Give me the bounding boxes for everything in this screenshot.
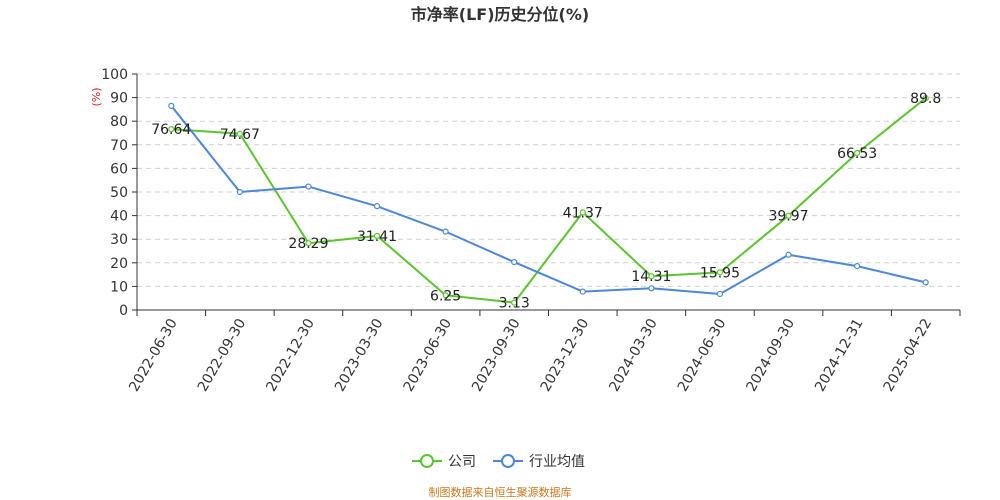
data-point-industry	[305, 183, 312, 190]
data-point-industry	[236, 188, 243, 196]
data-label-company: 76.64	[151, 122, 191, 138]
data-point-company	[854, 149, 861, 157]
data-point-industry	[579, 288, 586, 295]
data-point-company	[785, 212, 792, 219]
legend-company-label: 公司	[448, 454, 476, 470]
legend-industry-label: 行业均值	[529, 454, 585, 470]
data-point-industry	[373, 203, 381, 210]
data-label-company: 6.25	[430, 288, 461, 304]
data-labels: 76.64 74.67 28.29 31.41 6.25 3.13 41.37 14.31 15…	[151, 91, 941, 312]
data-label-company: 15.95	[700, 265, 740, 281]
data-point-industry	[511, 258, 518, 266]
y-axis-unit-label: (%)	[90, 87, 103, 106]
data-label-company: 41.37	[563, 205, 603, 221]
data-label-company: 66.53	[837, 146, 877, 162]
x-tick-label: 2025-04-22	[881, 316, 936, 394]
legend-item-industry[interactable]: 行业均值	[493, 454, 585, 470]
data-point-industry	[854, 263, 861, 270]
y-tick-label: 80	[110, 114, 128, 130]
data-point-industry	[168, 102, 175, 109]
series-line-industry	[170, 105, 926, 295]
data-point-company	[305, 240, 312, 247]
data-point-industry	[716, 290, 724, 298]
y-tick-label: 100	[101, 67, 128, 83]
chart-title: 市净率(LF)历史分位(%)	[411, 5, 589, 24]
x-tick-label: 2024-09-30	[743, 316, 798, 394]
x-tick-label: 2023-12-30	[538, 316, 593, 394]
data-point-industry	[442, 228, 449, 235]
data-label-company: 14.31	[631, 269, 671, 285]
data-point-company	[511, 299, 518, 306]
data-label-company: 74.67	[220, 127, 260, 143]
legend[interactable]: 公司 行业均值	[412, 454, 585, 470]
x-tick-label: 2023-09-30	[469, 316, 524, 394]
x-tick-label: 2023-06-30	[401, 316, 456, 394]
y-tick-label: 60	[110, 161, 128, 177]
data-point-industry	[922, 279, 929, 286]
data-label-company: 31.41	[357, 229, 397, 245]
y-tick-label: 0	[119, 303, 128, 319]
data-point-company	[648, 273, 655, 280]
data-point-company	[922, 94, 929, 102]
data-point-company	[373, 232, 381, 239]
legend-company-marker	[420, 454, 434, 468]
series-lines	[168, 94, 929, 306]
y-tick-label: 70	[110, 138, 128, 154]
y-tick-label: 10	[110, 279, 128, 295]
data-point-company	[579, 209, 586, 216]
y-tick-label: 40	[110, 209, 128, 225]
x-tick-label: 2022-12-30	[263, 316, 318, 394]
data-label-company: 3.13	[499, 296, 530, 312]
x-tick-label: 2022-06-30	[126, 316, 181, 394]
data-label-company: 89.8	[910, 91, 941, 107]
source-note: 制图数据来自恒生聚源数据库	[429, 485, 572, 499]
y-tick-label: 30	[110, 232, 128, 248]
x-tick-label: 2024-06-30	[675, 316, 730, 394]
series-line-company	[171, 97, 927, 304]
x-tick-label: 2022-09-30	[195, 316, 250, 394]
y-tick-label: 20	[110, 256, 128, 272]
data-point-company	[168, 126, 175, 133]
x-tick-label: 2023-03-30	[332, 316, 387, 394]
x-tick-label: 2024-03-30	[606, 316, 661, 394]
data-point-company	[236, 130, 243, 137]
grid-lines	[137, 73, 960, 287]
y-tick-label: 50	[110, 185, 128, 201]
legend-industry-marker	[501, 454, 515, 468]
data-point-industry	[648, 285, 655, 292]
data-point-company	[442, 292, 449, 299]
data-point-company	[716, 269, 724, 276]
axes: 0 10 20 30 40 50 60 70 80 90 100 2022-06-30 2022-09-…	[101, 67, 961, 394]
legend-item-company[interactable]: 公司	[412, 454, 476, 470]
data-label-company: 39.97	[768, 209, 808, 225]
data-label-company: 28.29	[288, 236, 328, 252]
y-tick-label: 90	[110, 91, 128, 107]
x-tick-label: 2024-12-31	[812, 316, 867, 394]
data-point-industry	[785, 251, 792, 258]
